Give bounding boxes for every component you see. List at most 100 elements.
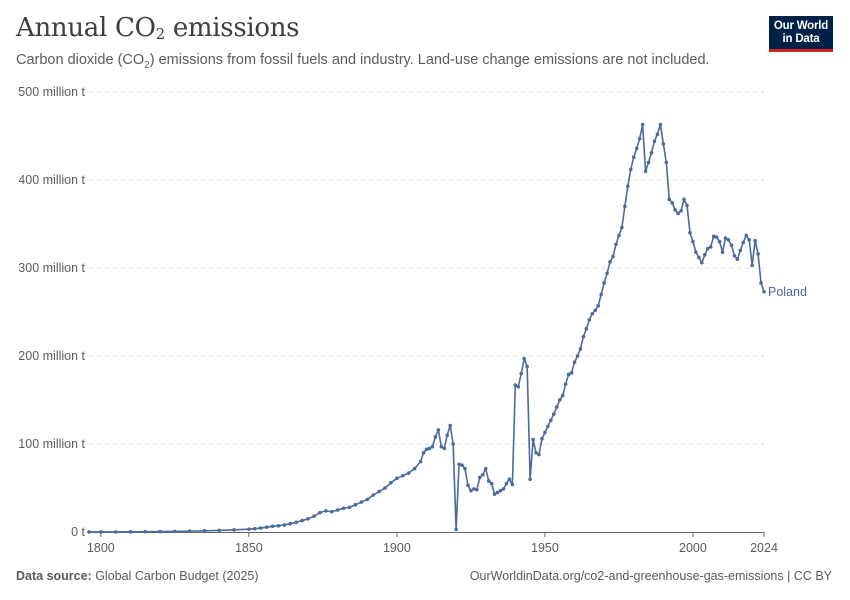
chart-title-main: Annual CO — [16, 13, 156, 43]
y-tick-label: 100 million t — [18, 437, 85, 451]
data-point — [605, 271, 609, 276]
data-point — [720, 250, 725, 254]
data-point — [661, 142, 666, 146]
data-point — [472, 487, 476, 491]
chart-subtitle-subscript: 2 — [144, 59, 150, 71]
data-point — [480, 473, 485, 477]
data-point — [335, 508, 340, 512]
series-label-poland: Poland — [768, 285, 807, 299]
data-point — [549, 418, 553, 423]
data-point — [498, 488, 503, 493]
data-point — [543, 430, 547, 435]
data-point — [232, 528, 236, 532]
data-point — [762, 289, 766, 294]
data-point — [264, 525, 269, 529]
series-poland[interactable] — [87, 122, 766, 534]
data-point — [365, 497, 370, 502]
data-point — [427, 446, 432, 451]
data-point — [258, 526, 263, 530]
data-point — [469, 488, 473, 493]
data-point — [477, 475, 482, 480]
data-point — [158, 529, 162, 534]
data-point — [534, 451, 538, 455]
data-point — [702, 253, 707, 257]
chart-subtitle-part-a: Carbon dioxide (CO — [16, 52, 145, 68]
data-point — [554, 405, 559, 409]
data-point — [341, 506, 346, 511]
data-point — [596, 304, 601, 308]
data-point — [347, 505, 352, 510]
data-point — [460, 463, 464, 467]
data-point — [708, 245, 713, 249]
data-point — [593, 308, 598, 313]
y-axis-tick-labels: 0 t 100 million t 200 million t 300 million… — [18, 85, 85, 539]
data-point — [457, 462, 461, 467]
data-point — [217, 528, 222, 533]
x-tick-label: 2000 — [679, 541, 707, 555]
data-point — [620, 225, 624, 230]
data-point — [436, 428, 441, 432]
data-point — [451, 442, 455, 446]
data-point — [418, 459, 423, 464]
data-point — [507, 477, 512, 482]
data-point — [753, 238, 757, 243]
data-point — [646, 160, 651, 165]
owid-logo[interactable]: Our World in Data — [769, 16, 833, 52]
data-point — [383, 486, 387, 490]
data-point — [463, 466, 467, 471]
data-point — [726, 238, 731, 242]
data-point — [676, 211, 680, 216]
data-point — [430, 444, 435, 449]
data-point — [143, 529, 148, 534]
data-point — [700, 260, 704, 265]
data-point — [626, 184, 630, 188]
data-point — [312, 514, 316, 518]
data-point — [495, 490, 500, 495]
data-point — [433, 435, 438, 439]
data-point — [667, 197, 672, 202]
y-tick-label: 0 t — [71, 525, 85, 539]
data-point — [128, 530, 133, 534]
data-point — [513, 383, 518, 387]
data-point — [483, 466, 488, 471]
data-point — [747, 238, 751, 242]
data-point — [531, 437, 535, 442]
data-point — [173, 529, 177, 534]
data-source-label: Data source: — [16, 569, 92, 583]
chart-title: Annual CO2 emissions — [16, 13, 300, 43]
data-point — [723, 236, 728, 240]
data-point — [631, 155, 636, 159]
data-point — [475, 487, 479, 492]
data-point — [634, 146, 639, 151]
data-point — [519, 371, 524, 376]
data-point — [501, 487, 506, 491]
data-point — [602, 281, 606, 285]
data-point — [679, 209, 683, 213]
chart-title-subscript: 2 — [155, 25, 166, 43]
grid-lines — [89, 91, 764, 445]
data-point — [729, 243, 734, 247]
data-point — [489, 481, 494, 486]
data-source-value: Global Carbon Budget (2025) — [91, 569, 259, 583]
data-point — [566, 372, 571, 377]
chart-subtitle: Carbon dioxide (CO2) emissions from foss… — [16, 52, 710, 71]
data-point — [371, 493, 376, 497]
data-point — [614, 242, 618, 247]
data-point — [516, 385, 521, 389]
chart-subtitle-part-b: ) emissions from fossil fuels and indust… — [149, 52, 710, 68]
data-point — [741, 240, 746, 245]
data-point — [563, 382, 568, 386]
data-point — [294, 520, 299, 525]
data-point — [466, 483, 470, 488]
data-point — [643, 169, 648, 173]
data-point — [445, 433, 450, 438]
data-point — [756, 252, 760, 256]
data-point — [652, 139, 657, 144]
source-link[interactable]: OurWorldinData.org/co2-and-greenhouse-ga… — [469, 569, 832, 583]
data-point — [705, 246, 710, 251]
data-point — [608, 260, 612, 264]
data-point — [99, 530, 103, 534]
data-point — [735, 257, 740, 262]
data-point — [685, 203, 689, 208]
x-tick-label: 1900 — [383, 541, 411, 555]
